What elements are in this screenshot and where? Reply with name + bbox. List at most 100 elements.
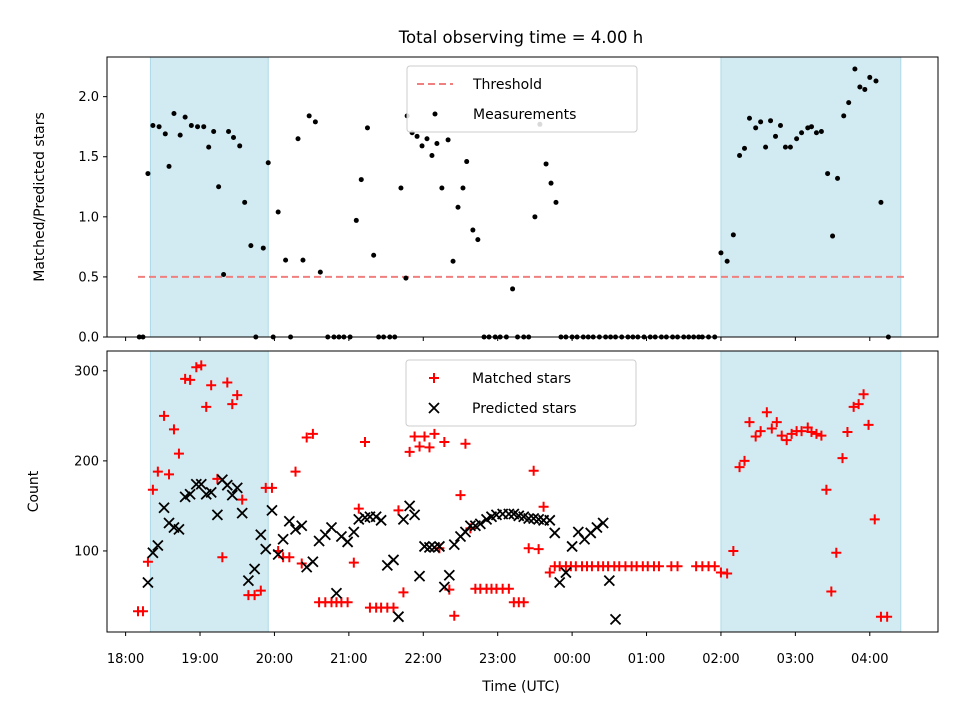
measurement-point [794,136,800,142]
matched-point [414,441,425,452]
measurement-point [862,86,868,92]
measurement-point [475,237,481,243]
y-tick-label: 100 [74,544,99,559]
predicted-point [190,478,202,490]
measurement-point [434,141,440,147]
matched-point [409,431,420,442]
matched-point [227,399,238,410]
predicted-point [554,576,566,589]
y-tick-label: 2.0 [78,90,99,105]
measurement-point [510,286,516,292]
measurement-point [414,133,420,139]
measurement-point [460,185,466,191]
predicted-point [392,611,405,623]
matched-point [222,377,233,388]
predicted-point [375,514,387,526]
matched-point [528,465,539,476]
matched-point [776,430,787,441]
measurement-point [830,233,836,239]
measurement-point [730,232,736,238]
measurement-point [419,143,425,149]
predicted-point [387,554,400,566]
predicted-point [205,486,217,499]
measurement-point [150,122,156,128]
predicted-point [147,547,159,559]
measurement-point [818,129,824,135]
predicted-point [464,520,477,532]
predicted-point [566,540,578,553]
measurement-point [841,113,847,119]
x-tick-label: 01:00 [628,652,665,667]
matched-point [301,432,312,443]
matched-point [869,514,880,525]
measurement-point [724,258,730,264]
predicted-point [236,507,248,519]
measurement-point [768,118,774,124]
measurement-point [188,122,194,128]
matched-point [168,424,179,435]
x-tick-label: 22:00 [405,652,442,667]
matched-point [728,545,739,556]
x-tick-label: 02:00 [702,652,739,667]
measurement-point [275,209,281,215]
matched-point [217,552,228,563]
matched-point [523,543,534,554]
legend-label: Matched stars [472,371,571,387]
matched-point [255,585,266,596]
matched-point [342,597,353,608]
predicted-point [523,512,535,525]
top-shaded-interval-2 [720,56,902,338]
measurement-point [283,257,289,263]
legend-matched-swatch [429,373,439,383]
measurement-point [746,115,752,121]
measurement-point [773,133,779,139]
y-tick-label: 1.0 [78,210,99,225]
y-tick-label: 0.0 [78,331,99,346]
matched-point [196,360,207,371]
measurement-point [857,84,863,90]
measurement-point [206,144,212,150]
matched-point [831,547,842,558]
matched-point [538,501,549,512]
measurement-point [852,66,858,72]
x-tick-label: 19:00 [181,652,218,667]
measurement-point [312,119,318,125]
legend-label: Threshold [472,77,542,93]
measurement-point [295,136,301,142]
bottom-panel: 100 200 300 Count Matched stars Predicted sta… [26,350,939,636]
measurement-point [825,171,831,177]
x-tick-label: 20:00 [256,652,293,667]
measurement-point [813,130,819,136]
measurement-point [195,124,201,130]
legend-box [406,65,638,133]
measurement-point [777,122,783,128]
matched-point [806,427,817,438]
legend-predicted-swatch [428,402,440,414]
matched-point [863,419,874,430]
matched-point [185,374,196,385]
matched-point [734,462,745,473]
matched-point [821,484,832,495]
bottom-series-predicted-stars [142,474,622,626]
predicted-point [211,509,224,521]
predicted-point [474,518,486,530]
measurement-point [424,136,430,142]
matched-point [722,568,733,579]
predicted-point [448,539,460,551]
matched-point [359,436,370,447]
predicted-point [289,523,302,535]
y-tick-label: 1.5 [78,150,99,165]
predicted-point [173,523,185,535]
predicted-point [397,513,410,526]
measurement-point [317,269,323,275]
matched-point [296,558,307,569]
predicted-point [413,570,426,582]
matched-point [159,410,170,421]
measurement-point [470,227,476,233]
y-tick-label: 200 [74,454,99,469]
bottom-y-axis-label: Count [26,470,42,512]
bottom-axes-frame [106,350,939,633]
measurement-point [553,199,559,205]
measurement-point [248,243,254,249]
